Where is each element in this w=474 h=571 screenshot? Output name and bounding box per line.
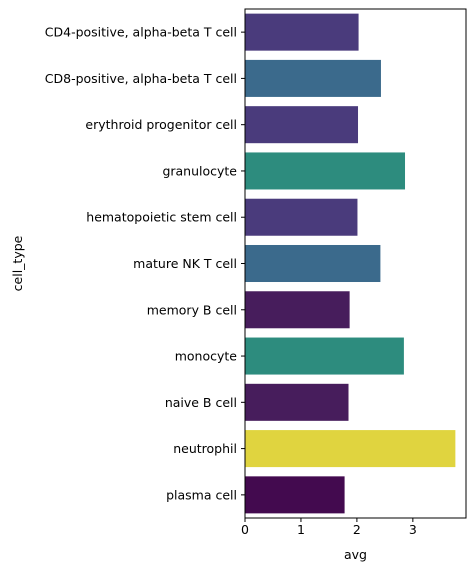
bar-8 bbox=[245, 383, 349, 421]
bar-3 bbox=[245, 152, 406, 190]
x-tick-label-1: 1 bbox=[297, 522, 305, 537]
bar-0 bbox=[245, 13, 359, 51]
bar-9 bbox=[245, 430, 456, 468]
x-tick-label-2: 2 bbox=[353, 522, 361, 537]
y-tick-label-9: neutrophil bbox=[173, 441, 237, 456]
bar-1 bbox=[245, 59, 381, 97]
y-tick-label-7: monocyte bbox=[175, 349, 238, 364]
bar-6 bbox=[245, 291, 350, 329]
y-tick-label-8: naive B cell bbox=[165, 395, 237, 410]
x-tick-label-0: 0 bbox=[241, 522, 249, 537]
y-tick-label-10: plasma cell bbox=[166, 487, 237, 502]
y-ticks: CD4-positive, alpha-beta T cell CD8-posit… bbox=[45, 25, 245, 502]
x-tick-label-3: 3 bbox=[409, 522, 417, 537]
y-tick-label-0: CD4-positive, alpha-beta T cell bbox=[45, 25, 237, 40]
y-axis-title: cell_type bbox=[10, 235, 25, 291]
y-tick-label-1: CD8-positive, alpha-beta T cell bbox=[45, 71, 237, 86]
y-tick-label-6: memory B cell bbox=[147, 302, 237, 317]
x-ticks: 0 1 2 3 bbox=[241, 518, 417, 537]
bar-10 bbox=[245, 476, 345, 514]
bar-4 bbox=[245, 198, 358, 236]
bars-layer bbox=[245, 13, 456, 514]
bar-2 bbox=[245, 106, 359, 144]
y-tick-label-4: hematopoietic stem cell bbox=[86, 210, 237, 225]
bar-5 bbox=[245, 244, 381, 283]
y-tick-label-2: erythroid progenitor cell bbox=[85, 117, 237, 132]
y-tick-label-3: granulocyte bbox=[162, 163, 237, 178]
x-axis-title: avg bbox=[344, 547, 367, 562]
y-tick-label-5: mature NK T cell bbox=[133, 256, 237, 271]
bar-7 bbox=[245, 337, 404, 375]
plot-frame bbox=[244, 8, 467, 519]
